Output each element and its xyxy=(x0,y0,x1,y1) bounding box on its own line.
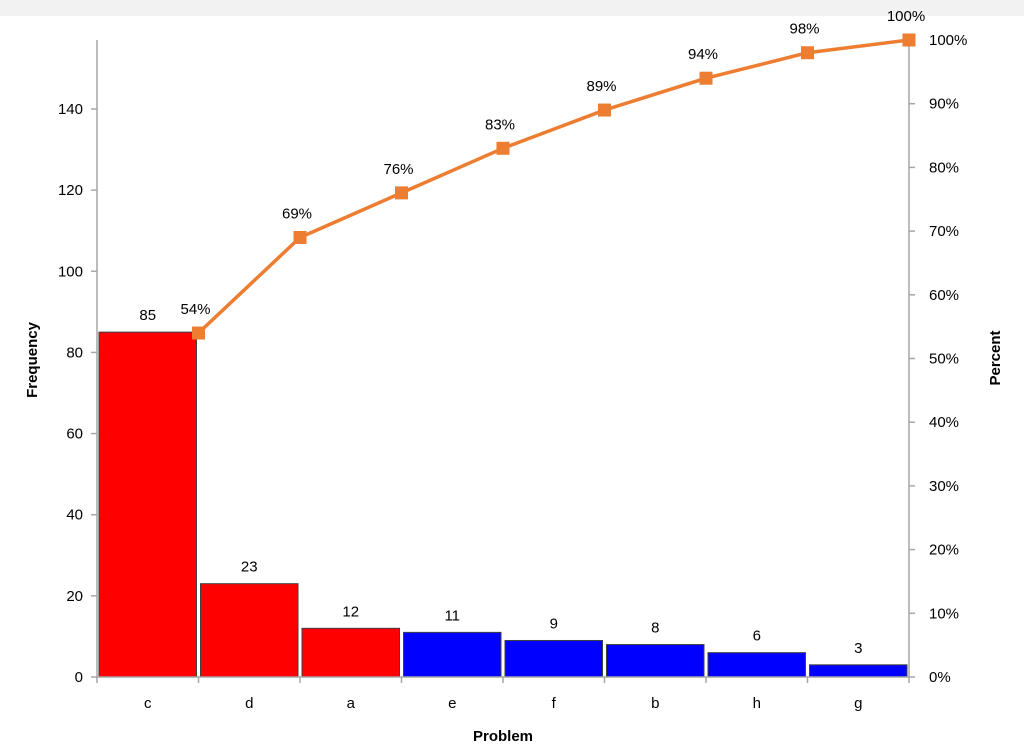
cumulative-percent-label-g: 100% xyxy=(887,8,925,25)
right-y-tick-label: 40% xyxy=(929,414,959,431)
cumulative-point-e xyxy=(496,141,510,155)
bar-b xyxy=(606,644,705,678)
right-y-tick-label: 30% xyxy=(929,478,959,495)
right-y-ticks: 0% 10% 20% 30% 40% 50% 60% 70% 80% 90% 100% xyxy=(909,32,967,686)
bar-c xyxy=(98,331,197,678)
bar-data-labels: 85 23 12 11 9 8 6 3 xyxy=(139,307,862,657)
bar-value-label-h: 6 xyxy=(753,628,761,645)
bar-d xyxy=(200,583,299,678)
right-y-tick-label: 90% xyxy=(929,96,959,113)
cumulative-percent-label-d: 69% xyxy=(282,205,312,222)
bar-value-label-b: 8 xyxy=(651,620,659,637)
x-tick-label-e: e xyxy=(448,695,456,712)
bar-value-label-a: 12 xyxy=(342,603,359,620)
x-axis-title: Problem xyxy=(473,728,533,744)
bar-series xyxy=(98,331,908,678)
cumulative-percent-label-e: 83% xyxy=(485,116,515,133)
cumulative-point-g xyxy=(902,33,916,47)
bar-value-label-e: 11 xyxy=(444,607,460,624)
cumulative-percent-line xyxy=(197,38,910,335)
left-y-tick-label: 0 xyxy=(75,669,83,686)
cumulative-percent-label-b: 94% xyxy=(688,46,718,63)
x-tick-label-a: a xyxy=(347,695,356,712)
left-y-tick-label: 20 xyxy=(66,588,83,605)
right-y-tick-label: 100% xyxy=(929,32,967,49)
left-y-ticks: 0 20 40 60 80 100 120 140 xyxy=(58,101,97,686)
right-y-tick-label: 0% xyxy=(929,669,951,686)
left-y-tick-label: 40 xyxy=(66,507,83,524)
bar-f xyxy=(504,639,603,678)
cumulative-percent-label-h: 98% xyxy=(789,21,819,38)
bar-value-label-f: 9 xyxy=(550,615,558,632)
bar-value-label-g: 3 xyxy=(854,640,862,657)
left-y-tick-label: 80 xyxy=(66,344,83,361)
cumulative-percent-label-c: 54% xyxy=(180,301,210,318)
x-tick-label-g: g xyxy=(854,695,862,712)
cumulative-point-h xyxy=(801,46,814,60)
cumulative-point-a xyxy=(395,186,408,200)
cumulative-percent-labels: 54% 69% 76% 83% 89% 94% 98% 100% xyxy=(180,8,925,318)
right-y-tick-label: 50% xyxy=(929,351,959,368)
bar-a xyxy=(301,627,400,678)
x-tick-label-d: d xyxy=(245,695,253,712)
bar-value-label-c: 85 xyxy=(139,307,156,324)
left-y-tick-label: 100 xyxy=(58,263,83,280)
x-tick-label-c: c xyxy=(144,695,152,712)
right-y-tick-label: 20% xyxy=(929,542,959,559)
left-y-tick-label: 120 xyxy=(58,182,83,199)
x-tick-label-b: b xyxy=(651,695,659,712)
x-tick-label-f: f xyxy=(552,695,557,712)
x-tick-label-h: h xyxy=(753,695,761,712)
chart-top-band xyxy=(0,0,1024,16)
bar-value-label-d: 23 xyxy=(241,559,258,576)
bar-h xyxy=(707,652,806,678)
right-y-tick-label: 80% xyxy=(929,159,959,176)
cumulative-point-c xyxy=(192,326,205,340)
cumulative-percent-label-a: 76% xyxy=(383,161,413,178)
right-y-tick-label: 70% xyxy=(929,223,959,240)
bar-g xyxy=(809,664,908,678)
cumulative-point-b xyxy=(699,71,713,85)
cumulative-percent-series xyxy=(192,33,916,340)
right-y-tick-label: 10% xyxy=(929,605,959,622)
left-y-tick-label: 60 xyxy=(66,426,83,443)
axes xyxy=(96,40,910,678)
bar-e xyxy=(403,631,502,678)
cumulative-point-d xyxy=(293,230,307,244)
cumulative-point-f xyxy=(598,103,611,117)
y2-axis-title: Percent xyxy=(987,330,1004,385)
cumulative-percent-label-f: 89% xyxy=(586,78,616,95)
left-y-tick-label: 140 xyxy=(58,101,83,118)
y-axis-title: Frequency xyxy=(24,321,41,398)
right-y-tick-label: 60% xyxy=(929,287,959,304)
